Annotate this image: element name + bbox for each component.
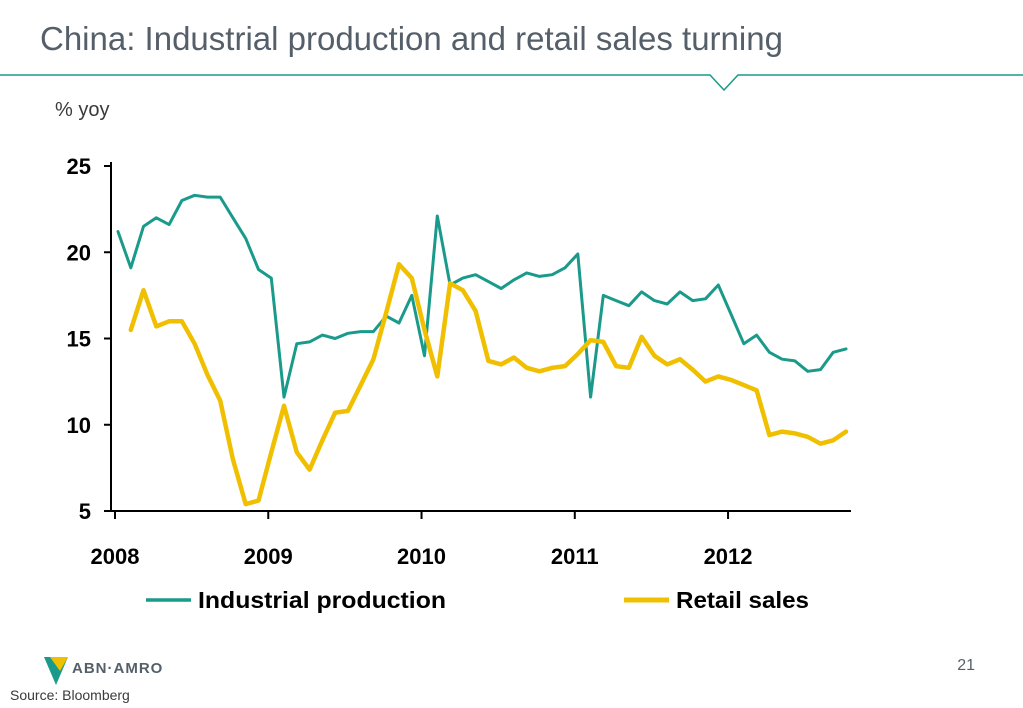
x-tick-label: 2009 [244,544,293,569]
y-tick-label: 5 [79,499,91,524]
chart-legend: Industrial production Retail sales [146,587,809,613]
y-tick-label: 10 [67,413,91,438]
abn-amro-logo: ABN·AMRO [44,657,184,685]
unit-label: % yoy [55,99,110,121]
logo-text: ABN·AMRO [72,660,164,677]
legend-label: Industrial production [198,587,446,613]
shield-icon [44,657,68,685]
y-tick-label: 25 [67,154,91,179]
x-tick-label: 2010 [397,544,446,569]
legend-label: Retail sales [676,587,809,613]
source-note: Source: Bloomberg [10,687,130,703]
chart-axes: 5 10 15 20 25 2008 2009 2010 2011 2012 [67,154,851,569]
x-tick-label: 2008 [91,544,140,569]
x-tick-label: 2012 [704,544,753,569]
chart-series [116,193,849,507]
x-tick-label: 2011 [551,544,599,569]
industrial-production-line [116,193,848,399]
page-number: 21 [957,657,975,674]
header-divider-line [0,74,1023,92]
y-tick-label: 15 [67,327,91,352]
page-title: China: Industrial production and retail … [40,20,783,57]
retail-sales-line [128,262,849,507]
y-tick-label: 20 [67,240,91,265]
